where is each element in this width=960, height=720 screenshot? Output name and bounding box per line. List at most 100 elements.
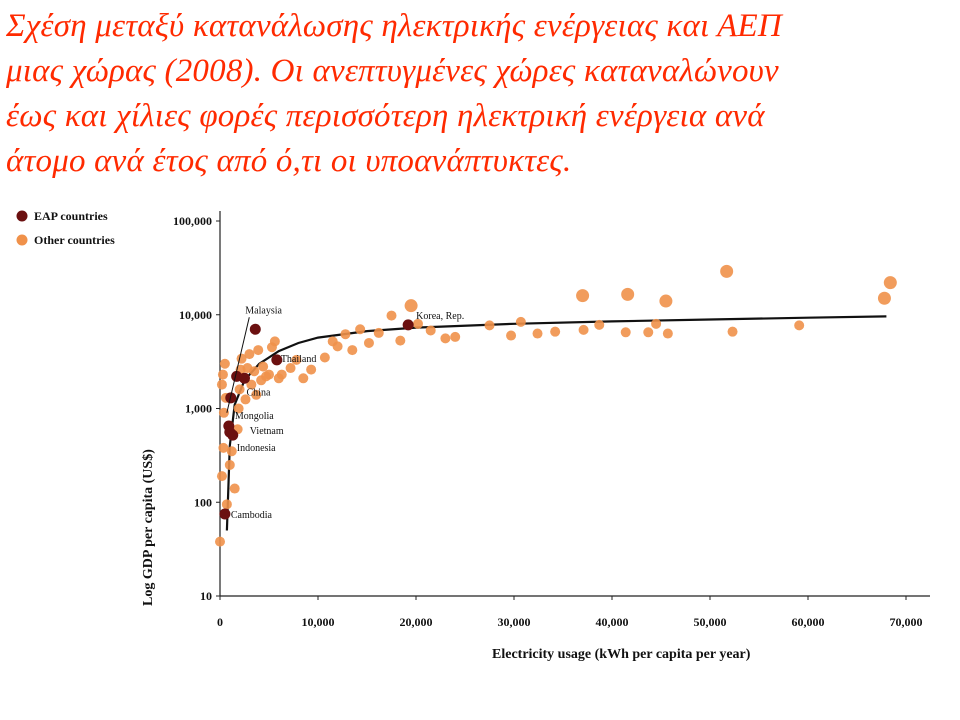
other-country-point: [218, 407, 229, 418]
title-line-1: Σχέση μεταξύ κατανάλωσης ηλεκτρικής ενέρ…: [6, 8, 782, 44]
other-country-point: [253, 345, 264, 356]
eap-country-point: [402, 319, 414, 331]
slide-title: Σχέση μεταξύ κατανάλωσης ηλεκτρικής ενέρ…: [6, 4, 956, 184]
other-country-point: [215, 536, 225, 547]
other-country-point: [727, 326, 738, 337]
other-country-point: [620, 327, 631, 338]
other-country-point: [363, 337, 374, 348]
other-country-point: [404, 299, 418, 313]
country-label: Vietnam: [250, 426, 284, 437]
other-country-point: [229, 483, 240, 494]
x-axis-title: Electricity usage (kWh per capita per ye…: [492, 647, 751, 662]
other-country-point: [347, 345, 358, 356]
eap-country-point: [231, 370, 243, 382]
other-country-point: [332, 341, 343, 352]
x-tick-label: 60,000: [792, 615, 825, 629]
other-country-point: [234, 384, 245, 395]
eap-country-point: [227, 429, 239, 441]
other-countries-points: [215, 264, 897, 547]
other-country-point: [877, 291, 891, 305]
chart-legend: EAP countries Other countries: [16, 209, 115, 247]
x-tick-label: 10,000: [302, 615, 335, 629]
other-country-point: [532, 328, 543, 339]
country-label: China: [247, 387, 271, 398]
other-country-point: [219, 358, 230, 369]
other-country-point: [233, 403, 244, 414]
other-country-point: [319, 352, 330, 363]
x-tick-label: 0: [217, 615, 223, 629]
y-tick-label: 1,000: [185, 402, 212, 416]
other-country-point: [226, 446, 237, 457]
other-country-point: [373, 327, 384, 338]
trend-layer: [225, 315, 887, 531]
other-country-point: [298, 373, 309, 384]
legend-label: Other countries: [34, 233, 115, 247]
y-tick-label: 100: [194, 495, 212, 509]
other-country-point: [576, 289, 590, 303]
country-labels: Korea, Rep. Thailand Malaysia China Mongolia…: [226, 305, 464, 521]
legend-marker: [16, 210, 28, 222]
country-label: Mongolia: [235, 411, 274, 422]
other-country-point: [221, 499, 232, 510]
other-country-point: [249, 366, 260, 377]
other-country-point: [515, 316, 526, 327]
other-country-point: [506, 330, 517, 341]
other-country-point: [224, 459, 235, 470]
y-tick-label: 100,000: [173, 214, 212, 228]
other-country-point: [291, 354, 302, 365]
title-line-4: άτομο ανά έτος από ό,τι οι υποανάπτυκτες…: [6, 143, 572, 179]
other-country-point: [218, 442, 229, 453]
other-country-point: [251, 389, 262, 400]
other-country-point: [550, 326, 561, 337]
country-label: Korea, Rep.: [416, 311, 464, 322]
other-country-point: [244, 349, 255, 360]
chart-axes: 10 100 1,000 10,000 100,000 0 10,000 20,000 30,0…: [173, 211, 930, 629]
y-tick-label: 10: [200, 589, 212, 603]
other-country-point: [285, 363, 296, 374]
other-country-point: [216, 471, 227, 482]
x-tick-label: 50,000: [694, 615, 727, 629]
other-country-point: [578, 324, 589, 335]
other-country-point: [386, 310, 397, 321]
country-label: Indonesia: [237, 443, 276, 454]
other-country-point: [269, 336, 280, 347]
other-country-point: [794, 320, 805, 331]
country-label: Malaysia: [245, 305, 282, 316]
other-country-point: [651, 318, 662, 329]
malaysia-pointer: [226, 317, 250, 413]
other-country-point: [276, 369, 287, 380]
trend-line: [225, 315, 887, 531]
x-tick-label: 30,000: [498, 615, 531, 629]
y-axis-title: Log GDP per capita (US$): [141, 449, 156, 606]
other-country-point: [484, 320, 495, 331]
legend-marker: [16, 234, 28, 246]
other-country-point: [216, 379, 227, 390]
title-line-3: έως και χίλιες φορές περισσότερη ηλεκτρι…: [6, 98, 765, 134]
country-label: Thailand: [281, 354, 317, 365]
other-country-point: [306, 364, 317, 375]
other-country-point: [217, 369, 228, 380]
other-country-point: [594, 319, 605, 330]
x-tick-label: 40,000: [596, 615, 629, 629]
eap-country-point: [271, 354, 283, 366]
other-country-point: [621, 287, 635, 301]
other-country-point: [883, 276, 897, 290]
title-line-2: μιας χώρας (2008). Οι ανεπτυγμένες χώρες…: [6, 53, 779, 89]
other-country-point: [659, 294, 673, 308]
other-country-point: [643, 327, 654, 338]
other-country-point: [662, 328, 673, 339]
other-country-point: [246, 379, 257, 390]
other-country-point: [355, 324, 366, 335]
eap-countries-points: [219, 319, 414, 520]
country-label: Cambodia: [231, 510, 273, 521]
y-tick-label: 10,000: [179, 308, 212, 322]
other-country-point: [264, 369, 274, 380]
eap-country-point: [249, 323, 261, 335]
other-country-point: [425, 325, 436, 336]
other-country-point: [412, 318, 423, 329]
other-country-point: [450, 331, 461, 342]
other-country-point: [258, 361, 269, 372]
other-country-point: [440, 333, 451, 344]
other-country-point: [340, 329, 351, 340]
